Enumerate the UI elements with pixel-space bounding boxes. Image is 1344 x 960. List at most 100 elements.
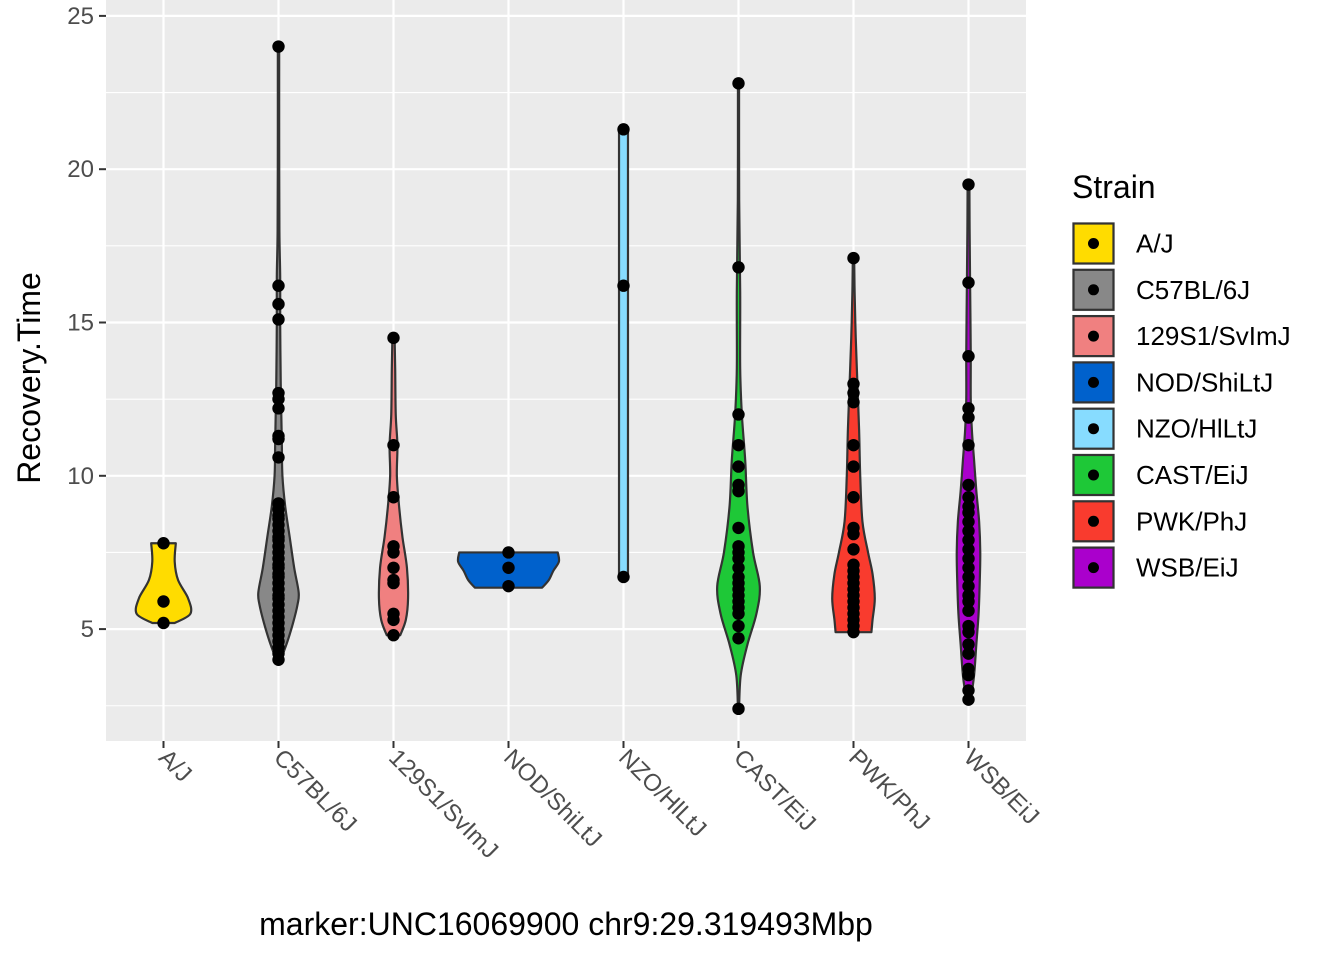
data-point bbox=[272, 313, 285, 326]
y-tick-label: 15 bbox=[67, 310, 94, 337]
data-point bbox=[502, 561, 515, 574]
data-point bbox=[962, 543, 975, 556]
y-tick-label: 5 bbox=[81, 616, 94, 643]
data-point bbox=[617, 570, 630, 584]
data-point bbox=[617, 279, 630, 292]
legend-label: NZO/HlLtJ bbox=[1136, 414, 1257, 444]
legend-key-point bbox=[1088, 423, 1099, 435]
data-point bbox=[962, 604, 975, 617]
data-point bbox=[732, 261, 745, 274]
x-tick-label: CAST/EiJ bbox=[728, 744, 821, 837]
data-point bbox=[387, 576, 400, 590]
violin-a-j bbox=[134, 542, 193, 625]
data-point bbox=[732, 607, 745, 620]
data-point bbox=[962, 552, 975, 565]
data-point bbox=[157, 537, 170, 550]
data-point bbox=[962, 625, 975, 639]
data-point bbox=[387, 561, 400, 574]
data-point bbox=[962, 178, 975, 191]
data-point bbox=[272, 451, 285, 464]
data-point bbox=[272, 279, 285, 292]
legend-key-point bbox=[1088, 238, 1099, 249]
data-point bbox=[732, 408, 745, 421]
y-axis: 5 10 15 20 25 bbox=[67, 3, 106, 643]
data-point bbox=[617, 123, 630, 136]
data-point bbox=[732, 552, 745, 565]
data-point bbox=[962, 402, 975, 415]
y-axis-title: Recovery.Time bbox=[11, 272, 47, 484]
legend-label: PWK/PhJ bbox=[1136, 506, 1247, 536]
legend-key-point bbox=[1088, 562, 1099, 574]
data-point bbox=[962, 684, 975, 697]
x-tick-label: A/J bbox=[153, 744, 197, 788]
legend-label: C57BL/6J bbox=[1136, 275, 1250, 305]
data-point bbox=[732, 460, 745, 473]
data-point bbox=[962, 638, 975, 651]
legend-label: 129S1/SvImJ bbox=[1136, 321, 1291, 351]
data-point bbox=[387, 629, 400, 642]
data-point bbox=[962, 411, 975, 424]
data-point bbox=[962, 491, 975, 504]
data-point bbox=[847, 377, 860, 391]
data-point bbox=[272, 297, 285, 311]
x-tick-label: NOD/ShiLtJ bbox=[498, 744, 607, 853]
legend-key-point bbox=[1088, 515, 1099, 527]
data-point bbox=[732, 484, 745, 498]
legend-label: WSB/EiJ bbox=[1136, 553, 1239, 583]
data-point bbox=[847, 386, 860, 400]
data-point bbox=[272, 432, 285, 446]
x-tick-label: 129S1/SvImJ bbox=[383, 744, 503, 864]
data-point bbox=[502, 579, 515, 593]
x-axis-title: marker:UNC16069900 chr9:29.319493Mbp bbox=[259, 906, 873, 942]
data-point bbox=[962, 438, 975, 452]
data-point bbox=[272, 402, 285, 415]
data-point bbox=[962, 579, 975, 593]
y-tick-label: 10 bbox=[67, 463, 94, 490]
legend-label: NOD/ShiLtJ bbox=[1136, 367, 1273, 397]
minor-gridlines bbox=[106, 92, 1026, 707]
legend-key-point bbox=[1088, 284, 1099, 296]
x-tick-label: WSB/EiJ bbox=[958, 744, 1044, 830]
legend-key-point bbox=[1088, 330, 1099, 342]
data-point bbox=[272, 653, 285, 666]
data-point bbox=[962, 524, 975, 538]
data-point bbox=[387, 613, 400, 627]
data-point bbox=[732, 438, 745, 452]
data-point bbox=[962, 478, 975, 492]
data-point bbox=[847, 625, 860, 639]
data-point bbox=[732, 702, 745, 716]
data-point bbox=[962, 561, 975, 574]
data-point bbox=[962, 595, 975, 608]
data-point bbox=[847, 438, 860, 452]
legend-key-swatch bbox=[1072, 222, 1115, 265]
data-point bbox=[847, 543, 860, 556]
data-point bbox=[962, 350, 975, 363]
data-point bbox=[732, 632, 745, 645]
data-point bbox=[502, 546, 515, 559]
data-point bbox=[962, 276, 975, 289]
data-point bbox=[732, 521, 745, 535]
x-tick-label: C57BL/6J bbox=[268, 744, 362, 838]
y-tick-label: 20 bbox=[67, 156, 94, 183]
data-point bbox=[962, 647, 975, 660]
data-point bbox=[962, 693, 975, 706]
data-point bbox=[387, 491, 400, 504]
data-points bbox=[157, 40, 975, 716]
data-point bbox=[847, 251, 860, 265]
data-point bbox=[847, 460, 860, 473]
legend-title: Strain bbox=[1072, 169, 1156, 205]
x-tick-label: PWK/PhJ bbox=[843, 744, 935, 836]
data-point bbox=[962, 570, 975, 584]
data-point bbox=[732, 619, 745, 633]
violins bbox=[134, 45, 982, 710]
data-point bbox=[157, 595, 170, 608]
y-tick-label: 25 bbox=[67, 3, 94, 30]
data-point bbox=[732, 561, 745, 574]
data-point bbox=[962, 515, 975, 528]
data-point bbox=[387, 438, 400, 452]
legend-key-point bbox=[1088, 469, 1099, 481]
data-point bbox=[847, 527, 860, 541]
data-point bbox=[157, 616, 170, 630]
